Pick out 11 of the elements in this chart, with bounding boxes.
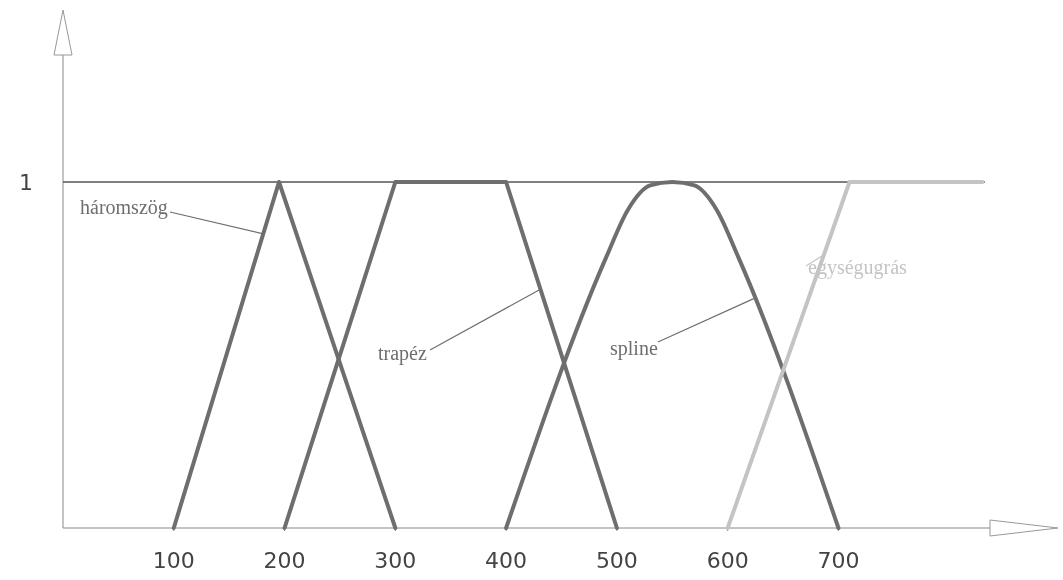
x-tick-label: 600	[706, 548, 749, 573]
x-tick-label: 100	[152, 548, 195, 573]
ref-line-label: 1	[19, 170, 33, 195]
series-label: trapéz	[378, 342, 427, 365]
x-tick-label: 200	[263, 548, 306, 573]
x-tick-label: 500	[595, 548, 638, 573]
x-tick-label: 400	[485, 548, 528, 573]
x-tick-label: 700	[817, 548, 860, 573]
text: háromszög	[80, 196, 168, 219]
series-label: spline	[610, 337, 658, 360]
x-tick-label: 300	[374, 548, 417, 573]
